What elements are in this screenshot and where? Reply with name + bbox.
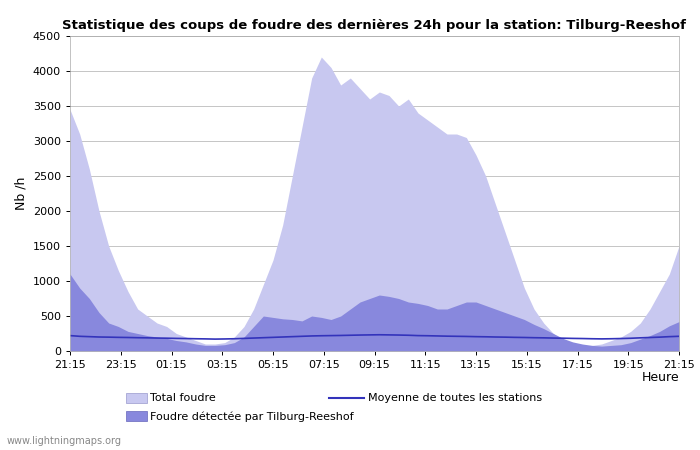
Text: Total foudre: Total foudre bbox=[150, 393, 216, 403]
Text: Moyenne de toutes les stations: Moyenne de toutes les stations bbox=[368, 393, 542, 403]
Y-axis label: Nb /h: Nb /h bbox=[14, 177, 27, 210]
Title: Statistique des coups de foudre des dernières 24h pour la station: Tilburg-Reesh: Statistique des coups de foudre des dern… bbox=[62, 19, 687, 32]
Text: www.lightningmaps.org: www.lightningmaps.org bbox=[7, 436, 122, 446]
Text: Foudre détectée par Tilburg-Reeshof: Foudre détectée par Tilburg-Reeshof bbox=[150, 411, 354, 422]
Text: Heure: Heure bbox=[641, 371, 679, 384]
